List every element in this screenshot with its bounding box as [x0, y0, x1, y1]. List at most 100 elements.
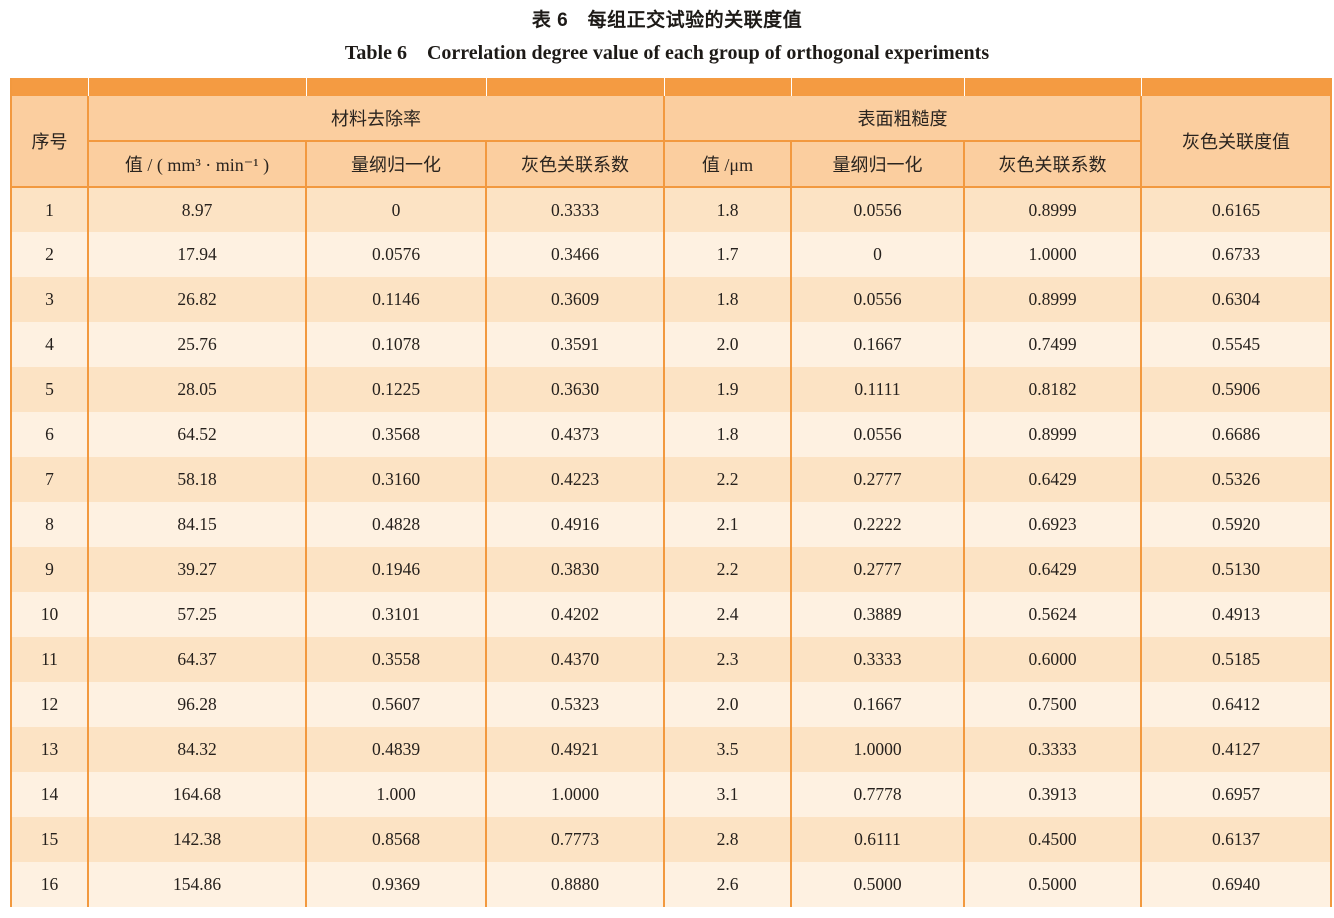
group-header-surface-roughness: 表面粗糙度: [663, 96, 1142, 142]
table-cell: 0.1667: [790, 682, 965, 727]
table-cell: 2.2: [663, 547, 792, 592]
table-cell: 0.1111: [790, 367, 965, 412]
band-cell: [663, 78, 791, 96]
table-cell: 0.0576: [305, 232, 487, 277]
table-cell: 0.5607: [305, 682, 487, 727]
table-cell: 0.4916: [485, 502, 665, 547]
table-cell: 0.6111: [790, 817, 965, 862]
table-cell: 0.8999: [963, 187, 1142, 232]
table-row: 16 154.86 0.9369 0.8880 2.6 0.5000 0.5000 0.694…: [10, 862, 1332, 907]
table-cell: 0.0556: [790, 277, 965, 322]
row-index-cell: 9: [10, 547, 89, 592]
table-cell: 0.6923: [963, 502, 1142, 547]
table-row: 7 58.18 0.3160 0.4223 2.2 0.2777 0.6429 0.5326: [10, 457, 1332, 502]
row-index-cell: 10: [10, 592, 89, 637]
table-cell: 26.82: [87, 277, 307, 322]
table-cell: 25.76: [87, 322, 307, 367]
table-cell: 28.05: [87, 367, 307, 412]
table-cell: 0.4500: [963, 817, 1142, 862]
table-cell: 2.3: [663, 637, 792, 682]
table-cell: 0.6137: [1140, 817, 1332, 862]
table-cell: 0.5000: [963, 862, 1142, 907]
table-cell: 164.68: [87, 772, 307, 817]
band-cell: [963, 78, 1141, 96]
table-row: 13 84.32 0.4839 0.4921 3.5 1.0000 0.3333 0.4127: [10, 727, 1332, 772]
table-cell: 0.6429: [963, 457, 1142, 502]
table-cell: 0.3160: [305, 457, 487, 502]
row-index-cell: 2: [10, 232, 89, 277]
table-cell: 1.8: [663, 277, 792, 322]
table-cell: 0.8182: [963, 367, 1142, 412]
table-cell: 0.6686: [1140, 412, 1332, 457]
table-cell: 64.37: [87, 637, 307, 682]
table-cell: 0.6429: [963, 547, 1142, 592]
table-cell: 0.8999: [963, 412, 1142, 457]
table-cell: 0.5920: [1140, 502, 1332, 547]
table-cell: 0.0556: [790, 412, 965, 457]
table-cell: 0.4223: [485, 457, 665, 502]
row-index-cell: 11: [10, 637, 89, 682]
table-row: 2 17.94 0.0576 0.3466 1.7 0 1.0000 0.6733: [10, 232, 1332, 277]
table-row: 11 64.37 0.3558 0.4370 2.3 0.3333 0.6000 0.5185: [10, 637, 1332, 682]
table-cell: 0.5000: [790, 862, 965, 907]
subheader-mrr-grey-coefficient: 灰色关联系数: [485, 141, 665, 188]
table-cell: 0.4370: [485, 637, 665, 682]
table-cell: 0.1225: [305, 367, 487, 412]
table-row: 9 39.27 0.1946 0.3830 2.2 0.2777 0.6429 0.5130: [10, 547, 1332, 592]
table-cell: 0.5906: [1140, 367, 1332, 412]
table-cell: 1.0000: [485, 772, 665, 817]
table-cell: 0.6733: [1140, 232, 1332, 277]
table-row: 8 84.15 0.4828 0.4916 2.1 0.2222 0.6923 0.5920: [10, 502, 1332, 547]
table-cell: 0.6412: [1140, 682, 1332, 727]
table-cell: 1.0000: [790, 727, 965, 772]
table-cell: 8.97: [87, 187, 307, 232]
table-cell: 0.1667: [790, 322, 965, 367]
table-cell: 0.4913: [1140, 592, 1332, 637]
table-cell: 0.2777: [790, 457, 965, 502]
table-cell: 0.8568: [305, 817, 487, 862]
table-cell: 0.3101: [305, 592, 487, 637]
table-cell: 0.8999: [963, 277, 1142, 322]
table-cell: 0.3889: [790, 592, 965, 637]
table-cell: 0.7499: [963, 322, 1142, 367]
table-cell: 0.1946: [305, 547, 487, 592]
table-cell: 0.1078: [305, 322, 487, 367]
table-row: 10 57.25 0.3101 0.4202 2.4 0.3889 0.5624 0.4913: [10, 592, 1332, 637]
table-cell: 0.2777: [790, 547, 965, 592]
table-cell: 0.6940: [1140, 862, 1332, 907]
col-header-grey-correlation-degree: 灰色关联度值: [1140, 96, 1332, 188]
table-cell: 0.3830: [485, 547, 665, 592]
table-row: 15 142.38 0.8568 0.7773 2.8 0.6111 0.4500 0.613…: [10, 817, 1332, 862]
table-cell: 0.7773: [485, 817, 665, 862]
table-row: 4 25.76 0.1078 0.3591 2.0 0.1667 0.7499 0.5545: [10, 322, 1332, 367]
table-row: 14 164.68 1.000 1.0000 3.1 0.7778 0.3913 0.6957: [10, 772, 1332, 817]
row-index-cell: 4: [10, 322, 89, 367]
subheader-ra-grey-coefficient: 灰色关联系数: [963, 141, 1142, 188]
table-cell: 0.6304: [1140, 277, 1332, 322]
table-cell: 154.86: [87, 862, 307, 907]
table-row: 12 96.28 0.5607 0.5323 2.0 0.1667 0.7500 0.6412: [10, 682, 1332, 727]
table-cell: 2.6: [663, 862, 792, 907]
band-cell: [790, 78, 964, 96]
row-index-cell: 3: [10, 277, 89, 322]
table-cell: 0.3333: [485, 187, 665, 232]
table-cell: 0.5185: [1140, 637, 1332, 682]
table-cell: 0.2222: [790, 502, 965, 547]
table-cell: 84.15: [87, 502, 307, 547]
table-cell: 0.5624: [963, 592, 1142, 637]
correlation-table: 序号 材料去除率 表面粗糙度 灰色关联度值 值 / ( mm³ · min⁻¹ …: [10, 78, 1332, 907]
table-cell: 0.5130: [1140, 547, 1332, 592]
table-cell: 3.1: [663, 772, 792, 817]
table-cell: 2.8: [663, 817, 792, 862]
row-index-cell: 5: [10, 367, 89, 412]
table-cell: 0.5323: [485, 682, 665, 727]
table-cell: 58.18: [87, 457, 307, 502]
table-cell: 17.94: [87, 232, 307, 277]
table-cell: 0.3609: [485, 277, 665, 322]
table-cell: 0.4828: [305, 502, 487, 547]
sub-header-row: 值 / ( mm³ · min⁻¹ ) 量纲归一化 灰色关联系数 值 /μm 量…: [11, 141, 1331, 188]
table-cell: 0.3333: [790, 637, 965, 682]
table-cell: 0.3913: [963, 772, 1142, 817]
row-index-cell: 6: [10, 412, 89, 457]
table-cell: 0.3591: [485, 322, 665, 367]
